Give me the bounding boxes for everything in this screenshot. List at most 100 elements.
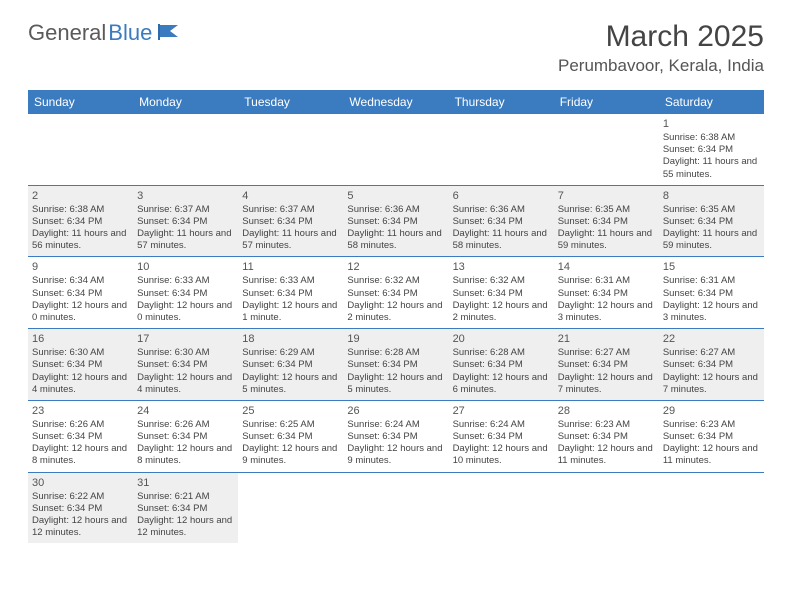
daylight-text: Daylight: 12 hours and 10 minutes. xyxy=(453,443,550,467)
day-cell: 21Sunrise: 6:27 AMSunset: 6:34 PMDayligh… xyxy=(554,329,659,401)
sunrise-text: Sunrise: 6:35 AM xyxy=(558,204,655,216)
sunset-text: Sunset: 6:34 PM xyxy=(663,431,760,443)
sunset-text: Sunset: 6:34 PM xyxy=(32,431,129,443)
empty-cell xyxy=(28,114,133,185)
sunrise-text: Sunrise: 6:23 AM xyxy=(663,419,760,431)
sunset-text: Sunset: 6:34 PM xyxy=(453,288,550,300)
sunrise-text: Sunrise: 6:27 AM xyxy=(558,347,655,359)
day-cell: 26Sunrise: 6:24 AMSunset: 6:34 PMDayligh… xyxy=(343,400,448,472)
sunrise-text: Sunrise: 6:37 AM xyxy=(242,204,339,216)
daylight-text: Daylight: 12 hours and 4 minutes. xyxy=(137,372,234,396)
sunset-text: Sunset: 6:34 PM xyxy=(242,359,339,371)
day-cell: 5Sunrise: 6:36 AMSunset: 6:34 PMDaylight… xyxy=(343,185,448,257)
day-cell: 15Sunrise: 6:31 AMSunset: 6:34 PMDayligh… xyxy=(659,257,764,329)
sunrise-text: Sunrise: 6:28 AM xyxy=(453,347,550,359)
sunset-text: Sunset: 6:34 PM xyxy=(453,431,550,443)
sunrise-text: Sunrise: 6:23 AM xyxy=(558,419,655,431)
daylight-text: Daylight: 11 hours and 58 minutes. xyxy=(347,228,444,252)
day-cell: 16Sunrise: 6:30 AMSunset: 6:34 PMDayligh… xyxy=(28,329,133,401)
sunrise-text: Sunrise: 6:33 AM xyxy=(137,275,234,287)
sunset-text: Sunset: 6:34 PM xyxy=(32,216,129,228)
day-number: 30 xyxy=(32,476,129,490)
day-number: 28 xyxy=(558,404,655,418)
sunrise-text: Sunrise: 6:25 AM xyxy=(242,419,339,431)
day-number: 12 xyxy=(347,260,444,274)
sunrise-text: Sunrise: 6:31 AM xyxy=(663,275,760,287)
daylight-text: Daylight: 11 hours and 59 minutes. xyxy=(663,228,760,252)
daylight-text: Daylight: 11 hours and 56 minutes. xyxy=(32,228,129,252)
day-number: 29 xyxy=(663,404,760,418)
empty-cell xyxy=(133,114,238,185)
day-number: 8 xyxy=(663,189,760,203)
daylight-text: Daylight: 12 hours and 7 minutes. xyxy=(558,372,655,396)
daylight-text: Daylight: 11 hours and 58 minutes. xyxy=(453,228,550,252)
daylight-text: Daylight: 11 hours and 57 minutes. xyxy=(137,228,234,252)
sunrise-text: Sunrise: 6:26 AM xyxy=(137,419,234,431)
sunset-text: Sunset: 6:34 PM xyxy=(663,216,760,228)
day-cell: 18Sunrise: 6:29 AMSunset: 6:34 PMDayligh… xyxy=(238,329,343,401)
day-number: 22 xyxy=(663,332,760,346)
day-number: 10 xyxy=(137,260,234,274)
header: GeneralBlue March 2025 Perumbavoor, Kera… xyxy=(0,0,792,84)
sunrise-text: Sunrise: 6:24 AM xyxy=(347,419,444,431)
sunset-text: Sunset: 6:34 PM xyxy=(663,144,760,156)
daylight-text: Daylight: 12 hours and 0 minutes. xyxy=(32,300,129,324)
daylight-text: Daylight: 12 hours and 8 minutes. xyxy=(32,443,129,467)
logo-text-1: General xyxy=(28,20,106,46)
sunset-text: Sunset: 6:34 PM xyxy=(137,503,234,515)
sunset-text: Sunset: 6:34 PM xyxy=(663,359,760,371)
sunrise-text: Sunrise: 6:38 AM xyxy=(663,132,760,144)
day-number: 26 xyxy=(347,404,444,418)
sunset-text: Sunset: 6:34 PM xyxy=(242,216,339,228)
sunset-text: Sunset: 6:34 PM xyxy=(347,359,444,371)
week-row: 30Sunrise: 6:22 AMSunset: 6:34 PMDayligh… xyxy=(28,472,764,543)
daylight-text: Daylight: 12 hours and 5 minutes. xyxy=(347,372,444,396)
day-number: 17 xyxy=(137,332,234,346)
dayname-wednesday: Wednesday xyxy=(343,90,448,114)
daylight-text: Daylight: 12 hours and 4 minutes. xyxy=(32,372,129,396)
sunset-text: Sunset: 6:34 PM xyxy=(32,359,129,371)
sunset-text: Sunset: 6:34 PM xyxy=(453,359,550,371)
sunset-text: Sunset: 6:34 PM xyxy=(137,359,234,371)
sunrise-text: Sunrise: 6:32 AM xyxy=(347,275,444,287)
daylight-text: Daylight: 11 hours and 59 minutes. xyxy=(558,228,655,252)
sunrise-text: Sunrise: 6:37 AM xyxy=(137,204,234,216)
daylight-text: Daylight: 12 hours and 5 minutes. xyxy=(242,372,339,396)
day-cell: 23Sunrise: 6:26 AMSunset: 6:34 PMDayligh… xyxy=(28,400,133,472)
daylight-text: Daylight: 12 hours and 9 minutes. xyxy=(347,443,444,467)
sunrise-text: Sunrise: 6:34 AM xyxy=(32,275,129,287)
daylight-text: Daylight: 12 hours and 7 minutes. xyxy=(663,372,760,396)
daylight-text: Daylight: 12 hours and 11 minutes. xyxy=(558,443,655,467)
dayname-friday: Friday xyxy=(554,90,659,114)
sunset-text: Sunset: 6:34 PM xyxy=(558,359,655,371)
day-number: 31 xyxy=(137,476,234,490)
dayname-monday: Monday xyxy=(133,90,238,114)
day-cell: 29Sunrise: 6:23 AMSunset: 6:34 PMDayligh… xyxy=(659,400,764,472)
day-cell: 27Sunrise: 6:24 AMSunset: 6:34 PMDayligh… xyxy=(449,400,554,472)
week-row: 1Sunrise: 6:38 AMSunset: 6:34 PMDaylight… xyxy=(28,114,764,185)
day-number: 20 xyxy=(453,332,550,346)
daylight-text: Daylight: 11 hours and 57 minutes. xyxy=(242,228,339,252)
empty-cell xyxy=(554,114,659,185)
empty-cell xyxy=(449,114,554,185)
sunset-text: Sunset: 6:34 PM xyxy=(242,431,339,443)
day-cell: 9Sunrise: 6:34 AMSunset: 6:34 PMDaylight… xyxy=(28,257,133,329)
day-number: 25 xyxy=(242,404,339,418)
sunrise-text: Sunrise: 6:36 AM xyxy=(453,204,550,216)
sunrise-text: Sunrise: 6:38 AM xyxy=(32,204,129,216)
day-number: 1 xyxy=(663,117,760,131)
title-block: March 2025 Perumbavoor, Kerala, India xyxy=(558,20,764,76)
calendar-head: SundayMondayTuesdayWednesdayThursdayFrid… xyxy=(28,90,764,114)
day-cell: 25Sunrise: 6:25 AMSunset: 6:34 PMDayligh… xyxy=(238,400,343,472)
day-cell: 14Sunrise: 6:31 AMSunset: 6:34 PMDayligh… xyxy=(554,257,659,329)
sunrise-text: Sunrise: 6:22 AM xyxy=(32,491,129,503)
daylight-text: Daylight: 12 hours and 2 minutes. xyxy=(347,300,444,324)
sunrise-text: Sunrise: 6:35 AM xyxy=(663,204,760,216)
day-cell: 24Sunrise: 6:26 AMSunset: 6:34 PMDayligh… xyxy=(133,400,238,472)
day-cell: 22Sunrise: 6:27 AMSunset: 6:34 PMDayligh… xyxy=(659,329,764,401)
daylight-text: Daylight: 12 hours and 1 minute. xyxy=(242,300,339,324)
sunset-text: Sunset: 6:34 PM xyxy=(137,431,234,443)
sunrise-text: Sunrise: 6:27 AM xyxy=(663,347,760,359)
day-cell: 1Sunrise: 6:38 AMSunset: 6:34 PMDaylight… xyxy=(659,114,764,185)
day-cell: 20Sunrise: 6:28 AMSunset: 6:34 PMDayligh… xyxy=(449,329,554,401)
